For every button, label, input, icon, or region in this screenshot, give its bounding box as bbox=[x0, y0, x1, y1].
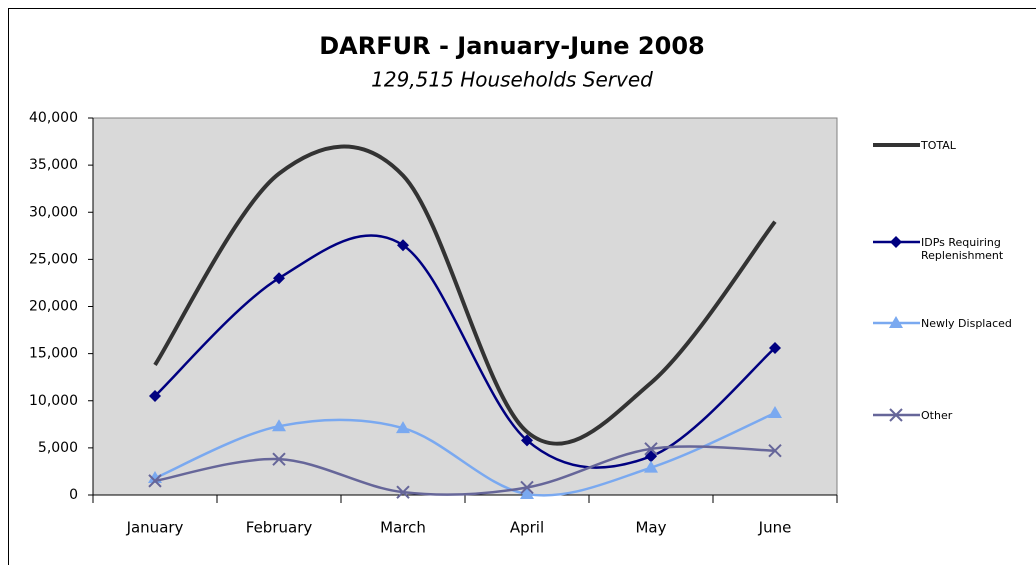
y-tick-label: 0 bbox=[69, 487, 78, 503]
x-tick-label: March bbox=[380, 519, 426, 537]
x-tick-label: April bbox=[510, 519, 544, 537]
point-marker bbox=[397, 239, 409, 252]
y-tick-label: 40,000 bbox=[29, 110, 78, 126]
point-marker bbox=[890, 236, 902, 248]
point-marker bbox=[521, 434, 533, 447]
x-tick-label: January bbox=[126, 519, 184, 537]
x-tick-label: February bbox=[246, 519, 313, 537]
point-marker bbox=[396, 421, 410, 434]
x-tick-label: June bbox=[758, 519, 792, 537]
chart-subtitle: 129,515 Households Served bbox=[371, 68, 653, 92]
x-tick-label: May bbox=[635, 519, 666, 537]
point-marker bbox=[396, 485, 410, 499]
chart-title: DARFUR - January-June 2008 bbox=[319, 32, 704, 60]
legend-label: TOTAL bbox=[921, 138, 956, 152]
point-marker bbox=[148, 474, 162, 488]
point-marker bbox=[768, 443, 782, 458]
point-marker bbox=[520, 480, 534, 495]
series-line bbox=[154, 445, 776, 496]
y-tick-label: 35,000 bbox=[29, 157, 78, 173]
series-line bbox=[154, 234, 776, 469]
series-line bbox=[154, 411, 776, 497]
point-marker bbox=[273, 272, 285, 285]
point-marker bbox=[272, 452, 286, 466]
series-line bbox=[153, 144, 777, 446]
point-marker bbox=[768, 406, 782, 419]
legend-label: Newly Displaced bbox=[921, 316, 1012, 330]
y-tick-label: 20,000 bbox=[29, 299, 78, 315]
point-marker bbox=[272, 419, 286, 432]
legend-label: Other bbox=[921, 408, 953, 422]
y-tick-label: 25,000 bbox=[29, 251, 78, 267]
point-marker bbox=[889, 316, 903, 328]
y-tick-label: 15,000 bbox=[29, 346, 78, 362]
legend-label: IDPs Requiring Replenishment bbox=[921, 235, 1004, 262]
y-tick-label: 5,000 bbox=[38, 440, 78, 456]
point-marker bbox=[644, 460, 658, 473]
y-tick-label: 30,000 bbox=[29, 204, 78, 220]
point-marker bbox=[644, 442, 658, 456]
point-marker bbox=[520, 487, 534, 500]
point-marker bbox=[149, 390, 161, 403]
point-marker bbox=[889, 408, 903, 422]
point-marker bbox=[769, 341, 781, 354]
point-marker bbox=[645, 450, 657, 463]
y-tick-label: 10,000 bbox=[29, 393, 78, 409]
